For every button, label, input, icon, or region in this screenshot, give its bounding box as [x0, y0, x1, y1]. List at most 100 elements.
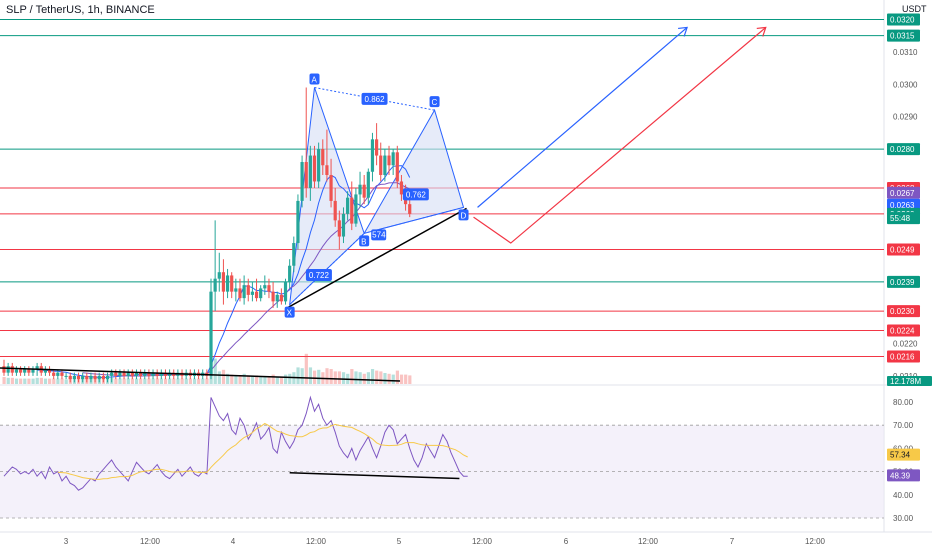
volume-bar: [134, 378, 139, 384]
volume-bar: [408, 375, 412, 384]
candle-body: [147, 372, 151, 376]
volume-bar: [6, 377, 10, 384]
volume-bar: [333, 371, 337, 384]
candle-body: [337, 220, 341, 237]
ma-slow-line: [82, 182, 410, 377]
volume-bar: [325, 368, 329, 384]
price-badge: [887, 212, 920, 225]
volume-bar: [242, 373, 246, 384]
volume-bar: [48, 378, 52, 384]
candle-body: [72, 375, 76, 380]
volume-bar: [139, 378, 143, 384]
pattern-point-badge: [309, 73, 320, 85]
candle-body: [341, 213, 346, 237]
candle-body: [370, 139, 375, 172]
volume-badge-label: 12.178M: [890, 377, 921, 386]
volume-bar: [180, 378, 184, 384]
volume-bar: [35, 377, 39, 384]
level-badge-label: 0.0280: [890, 145, 915, 154]
volume-bar: [383, 373, 387, 384]
candle-body: [47, 369, 52, 373]
volume-bar: [147, 378, 151, 384]
candle-body: [387, 155, 391, 166]
red-projection-arrow: [473, 26, 767, 244]
volume-bar: [52, 378, 56, 384]
volume-bar: [395, 370, 399, 384]
volume-bar: [151, 378, 155, 384]
volume-bar: [362, 373, 366, 384]
candle-body: [225, 275, 230, 292]
volume-bar: [205, 378, 209, 384]
candle-body: [56, 372, 60, 376]
rsi-line: [3, 395, 468, 491]
pattern-ratio-badge: [305, 268, 332, 281]
level-badge: [887, 13, 920, 26]
volume-bar: [387, 373, 391, 384]
time-axis-tick: 12:00: [472, 537, 493, 546]
pattern-ratio-badge: [361, 92, 388, 105]
candle-body: [267, 285, 271, 292]
volume-bar: [366, 372, 371, 384]
volume-bar: [64, 379, 68, 384]
candle-body: [321, 149, 325, 166]
candle-body: [408, 204, 412, 214]
volume-bar: [172, 378, 176, 384]
volume-bar: [217, 371, 221, 384]
volume-bar: [354, 371, 358, 384]
volume-bar: [308, 367, 313, 384]
volume-badge: [887, 376, 932, 386]
rsi-ma-line: [57, 422, 468, 480]
candle-body: [159, 372, 163, 376]
volume-bar: [288, 373, 292, 384]
candle-body: [395, 152, 399, 182]
volume-bar: [350, 369, 354, 384]
candle-body: [76, 375, 81, 380]
volume-bar: [337, 371, 342, 384]
price-axis-tick: 0.0310: [893, 48, 918, 57]
candle-body: [97, 375, 101, 380]
candle-body: [279, 294, 283, 302]
volume-bar: [126, 378, 130, 384]
rsi-axis-tick: 40.00: [893, 491, 914, 500]
candle-body: [250, 291, 254, 295]
candle-body: [93, 375, 97, 380]
volume-bar: [10, 377, 14, 384]
symbol-title: SLP / TetherUS, 1h, BINANCE: [6, 4, 155, 16]
candle-body: [151, 372, 155, 376]
candle-body: [391, 152, 395, 166]
price-axis-tick: 0.0290: [893, 113, 918, 122]
pattern-point-label: D: [461, 211, 467, 220]
pattern-ratio-badge: [402, 188, 429, 201]
time-axis-tick: 4: [231, 537, 236, 546]
time-axis-tick: 12:00: [140, 537, 161, 546]
candle-body: [27, 369, 31, 373]
b-extra-label: 574: [372, 230, 386, 239]
red-arrowhead: [756, 26, 767, 37]
candle-body: [143, 372, 147, 376]
volume-bar: [341, 372, 346, 384]
level-badge: [887, 305, 920, 318]
time-axis-tick: 5: [397, 537, 402, 546]
candle-body: [52, 372, 56, 376]
candle-body: [101, 375, 105, 380]
price-badge-label: 55:48: [890, 214, 911, 223]
volume-bar: [317, 369, 321, 384]
candle-body: [317, 149, 321, 182]
volume-bar: [14, 378, 19, 384]
candle-body: [346, 197, 350, 214]
pattern-point-label: B: [361, 237, 366, 246]
candle-body: [300, 162, 304, 201]
candle-body: [31, 369, 35, 373]
volume-bar: [279, 377, 284, 384]
pattern-point-label: X: [287, 309, 293, 318]
candle-body: [18, 369, 23, 373]
volume-bar: [23, 378, 27, 384]
volume-bar: [263, 376, 267, 384]
candle-body: [105, 375, 110, 380]
level-badge-label: 0.0224: [890, 327, 915, 336]
candle-body: [292, 243, 296, 266]
volume-bar: [304, 353, 308, 384]
pattern-point-label: C: [432, 98, 438, 107]
